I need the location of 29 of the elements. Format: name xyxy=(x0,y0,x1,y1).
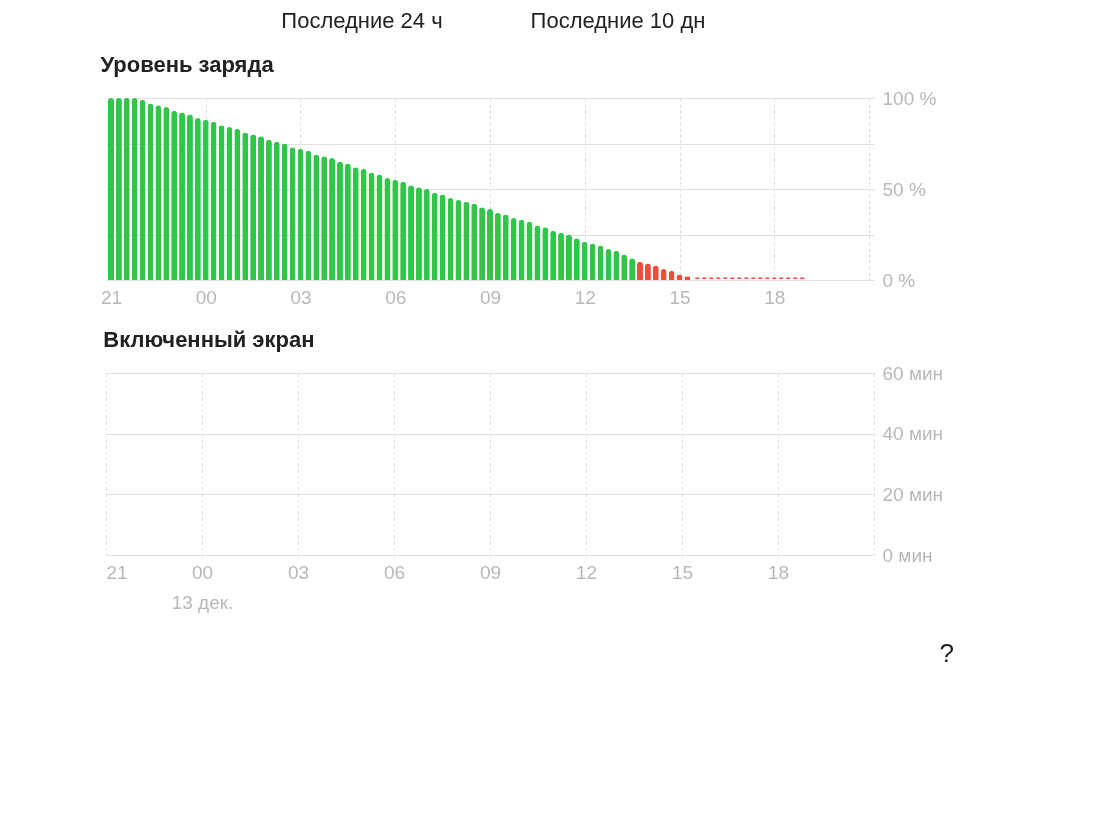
x-tick-label: 21 xyxy=(106,561,128,583)
x-tick-label: 00 xyxy=(195,286,217,308)
text: Последние 10 дн xyxy=(530,8,706,33)
y-tick-label: 20 мин xyxy=(882,483,944,505)
y-tick-label: 0 % xyxy=(882,269,916,291)
x-tick-label: 21 xyxy=(100,286,123,308)
y-tick-label: 50 % xyxy=(882,178,926,200)
text: Последние 24 ч xyxy=(281,8,443,33)
x-tick-label: 18 xyxy=(767,561,790,583)
text: ? xyxy=(939,638,954,668)
y-tick-label: 40 мин xyxy=(882,423,944,445)
x-tick-label: 06 xyxy=(383,561,406,583)
bar xyxy=(487,209,493,280)
x-tick-label: 03 xyxy=(290,286,312,308)
x-tick-label: 09 xyxy=(479,286,502,308)
x-tick-label: 12 xyxy=(574,286,596,308)
x-tick-label: 12 xyxy=(575,561,598,583)
chart-title: Включенный экран xyxy=(103,327,315,352)
y-tick-label: 100 % xyxy=(882,87,937,109)
chart-title: Уровень заряда xyxy=(100,52,275,77)
x-tick-label: 09 xyxy=(479,561,502,583)
x-tick-label: 06 xyxy=(385,286,407,308)
y-tick-label: 0 мин xyxy=(882,544,933,566)
x-tick-label: 03 xyxy=(287,561,310,583)
y-tick-label: 60 мин xyxy=(882,362,944,384)
x-tick-label: 15 xyxy=(671,561,694,583)
x-tick-label: 00 13 дек. xyxy=(171,561,234,613)
x-tick-label: 15 xyxy=(669,286,691,308)
x-tick-label: 18 xyxy=(764,286,786,308)
